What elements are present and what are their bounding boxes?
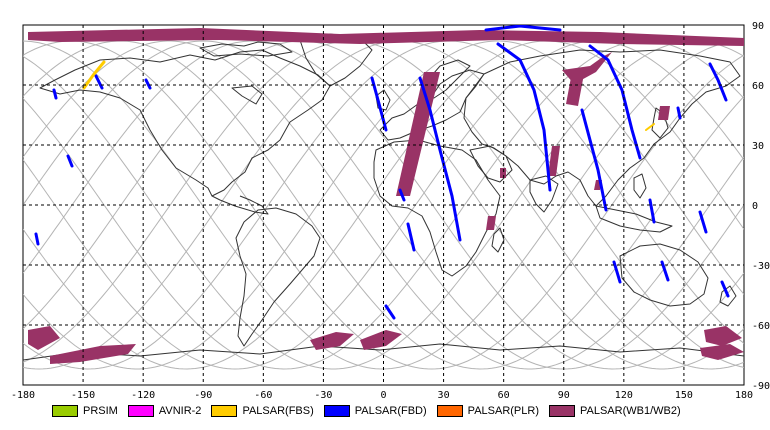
swath-wb-antarctic-5 bbox=[704, 326, 742, 346]
lon-tick-label: -150 bbox=[71, 390, 95, 401]
swath-fbd-7 bbox=[588, 44, 642, 160]
legend-item-palsar-fbd: PALSAR(FBD) bbox=[323, 405, 427, 417]
lat-tick-label: -30 bbox=[752, 261, 770, 272]
swath-wb-asia-north bbox=[562, 52, 612, 84]
swath-fbd-16 bbox=[648, 198, 656, 224]
swath-wb-arctic-band bbox=[28, 28, 744, 46]
swath-fbd-15 bbox=[612, 260, 622, 284]
legend-item-palsar-wb: PALSAR(WB1/WB2) bbox=[549, 405, 681, 417]
lat-tick-label: 30 bbox=[752, 141, 764, 152]
swath-fbd-3 bbox=[144, 78, 152, 90]
coast-asia bbox=[463, 49, 741, 207]
longitude-labels: -180 -150 -120 -90 -60 -30 0 30 60 90 120 150 180 bbox=[11, 390, 753, 401]
swath-wb-japan bbox=[658, 106, 670, 120]
swath-fbd-1 bbox=[52, 88, 58, 100]
lon-tick-label: -30 bbox=[314, 390, 332, 401]
legend-label: AVNIR-2 bbox=[158, 405, 202, 417]
swath-fbd-13 bbox=[34, 232, 40, 246]
lon-tick-label: 180 bbox=[735, 390, 753, 401]
coast-new-zealand bbox=[719, 285, 737, 307]
swath-fbd-11 bbox=[406, 222, 416, 252]
swath-fbd-18 bbox=[698, 210, 708, 234]
lon-tick-label: 60 bbox=[498, 390, 510, 401]
swath-wb-antarctic-1 bbox=[28, 326, 60, 350]
legend-label: PALSAR(FBD) bbox=[354, 405, 427, 417]
orbit-track bbox=[23, 40, 744, 370]
swath-fbd-20 bbox=[676, 106, 682, 120]
legend-swatch bbox=[436, 405, 463, 417]
lat-tick-label: 0 bbox=[752, 201, 758, 212]
lat-tick-label: 60 bbox=[752, 81, 764, 92]
legend-label: PALSAR(PLR) bbox=[467, 405, 539, 417]
swaths-fbd bbox=[34, 25, 730, 320]
swath-fbd-6 bbox=[418, 76, 462, 242]
lat-tick-label: 90 bbox=[752, 21, 764, 32]
coast-british-isles bbox=[375, 89, 391, 111]
coast-philippines bbox=[633, 173, 647, 199]
swath-fbs-alaska bbox=[82, 60, 106, 90]
legend-swatch bbox=[52, 405, 78, 417]
swath-wb-antarctic-2 bbox=[50, 344, 136, 364]
swath-fbd-10 bbox=[398, 188, 406, 202]
swath-fbd-2 bbox=[94, 74, 104, 90]
coast-antarctica bbox=[23, 343, 744, 361]
swath-wb-antarctic-4 bbox=[360, 330, 402, 350]
legend-label: PALSAR(FBS) bbox=[242, 405, 314, 417]
lat-tick-label: -90 bbox=[752, 381, 770, 392]
swath-fbd-17 bbox=[660, 260, 670, 282]
lon-tick-label: 120 bbox=[615, 390, 633, 401]
lon-tick-label: -120 bbox=[131, 390, 155, 401]
coast-arctic-islands bbox=[199, 41, 293, 57]
lon-tick-label: 30 bbox=[438, 390, 450, 401]
swath-wb-arabia bbox=[500, 168, 506, 178]
legend-swatch bbox=[549, 405, 575, 417]
legend-swatch bbox=[323, 405, 350, 417]
legend-swatch bbox=[211, 405, 238, 417]
coast-africa bbox=[373, 139, 501, 277]
lon-tick-label: -180 bbox=[11, 390, 35, 401]
graticule bbox=[23, 25, 744, 385]
swath-fbd-12 bbox=[66, 154, 74, 168]
swath-fbd-top bbox=[484, 25, 562, 32]
coast-south-america bbox=[235, 207, 321, 347]
lon-tick-label: -60 bbox=[254, 390, 272, 401]
legend-label: PALSAR(WB1/WB2) bbox=[580, 405, 681, 417]
coast-australia bbox=[619, 243, 709, 307]
coast-indonesia bbox=[595, 205, 673, 233]
observation-swaths bbox=[28, 25, 744, 364]
coast-gulf-mexico bbox=[211, 195, 269, 215]
coast-north-america bbox=[39, 49, 331, 197]
lon-tick-label: -90 bbox=[194, 390, 212, 401]
swath-wb-antarctic-6 bbox=[700, 344, 744, 360]
swath-fbd-9 bbox=[708, 62, 728, 102]
lon-tick-label: 150 bbox=[675, 390, 693, 401]
legend-item-prsim: PRSIM bbox=[52, 405, 118, 417]
swath-fbd-14 bbox=[384, 304, 396, 320]
swath-fbd-19 bbox=[720, 280, 730, 298]
swath-fbs-japan bbox=[645, 123, 655, 131]
lon-tick-label: 90 bbox=[558, 390, 570, 401]
legend-label: PRSIM bbox=[83, 405, 118, 417]
swath-wb-antarctic-3 bbox=[310, 332, 354, 350]
lat-tick-label: -60 bbox=[752, 321, 770, 332]
latitude-labels: 90 60 30 0 -30 -60 -90 bbox=[752, 21, 770, 392]
legend-item-palsar-plr: PALSAR(PLR) bbox=[436, 405, 539, 417]
swath-fbd-5 bbox=[496, 42, 552, 192]
legend: PRSIM AVNIR-2 PALSAR(FBS) PALSAR(FBD) PA… bbox=[52, 402, 691, 420]
coast-madagascar bbox=[491, 227, 505, 253]
legend-item-avnir2: AVNIR-2 bbox=[127, 405, 202, 417]
lon-tick-label: 0 bbox=[380, 390, 386, 401]
legend-item-palsar-fbs: PALSAR(FBS) bbox=[211, 405, 314, 417]
swath-wb-africa-east bbox=[486, 216, 496, 230]
swath-wb-asia-2 bbox=[548, 146, 560, 176]
swath-fbd-8 bbox=[580, 108, 608, 212]
coast-hudson-bay bbox=[231, 85, 263, 105]
legend-swatch bbox=[127, 405, 154, 417]
